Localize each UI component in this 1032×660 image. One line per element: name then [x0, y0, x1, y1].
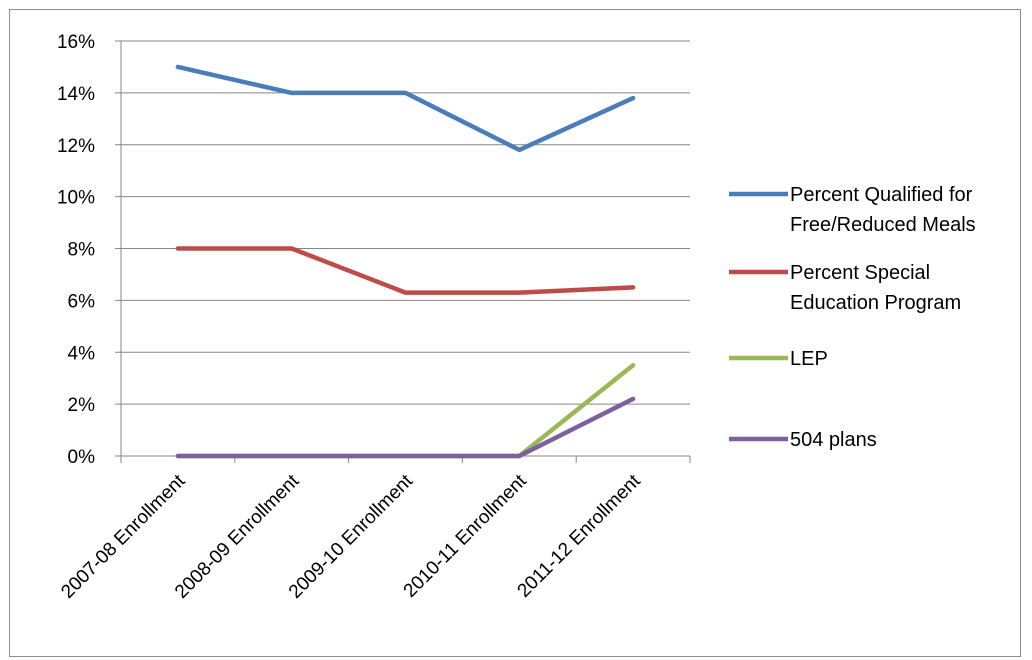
x-tick-label: 2010-11 Enrollment	[400, 470, 532, 602]
legend-label: Free/Reduced Meals	[790, 214, 976, 236]
y-tick-label: 2%	[68, 395, 96, 416]
legend-label: Education Program	[790, 292, 961, 314]
y-tick-label: 16%	[57, 32, 95, 53]
series-line	[175, 362, 636, 459]
legend-label: LEP	[790, 348, 828, 370]
x-tick-label: 2007-08 Enrollment	[57, 470, 190, 603]
x-tick-label: 2011-12 Enrollment	[514, 470, 646, 602]
y-tick-label: 6%	[68, 291, 96, 312]
chart-frame	[9, 9, 1021, 657]
y-tick-label: 8%	[68, 240, 96, 261]
legend-label: 504 plans	[790, 429, 877, 451]
series-line	[175, 396, 636, 459]
y-tick-label: 4%	[68, 343, 96, 364]
legend: Percent Qualified for Free/Reduced Meals P…	[729, 184, 976, 451]
tick-labels: 0% 2% 4% 6% 8% 10% 12% 14% 16% 2007-08 Enrollment…	[57, 32, 645, 603]
legend-label: Percent Qualified for	[790, 184, 973, 206]
y-tick-label: 10%	[57, 188, 95, 209]
axes	[115, 40, 691, 463]
series-lines	[175, 64, 636, 459]
gridlines	[121, 40, 690, 405]
series-line	[175, 246, 636, 295]
y-tick-label: 0%	[68, 447, 96, 468]
y-tick-label: 14%	[57, 84, 95, 105]
x-tick-label: 2009-10 Enrollment	[285, 470, 418, 603]
series-line	[175, 64, 636, 153]
x-tick-label: 2008-09 Enrollment	[171, 470, 304, 603]
legend-label: Percent Special	[790, 262, 930, 284]
y-tick-label: 12%	[57, 136, 95, 157]
